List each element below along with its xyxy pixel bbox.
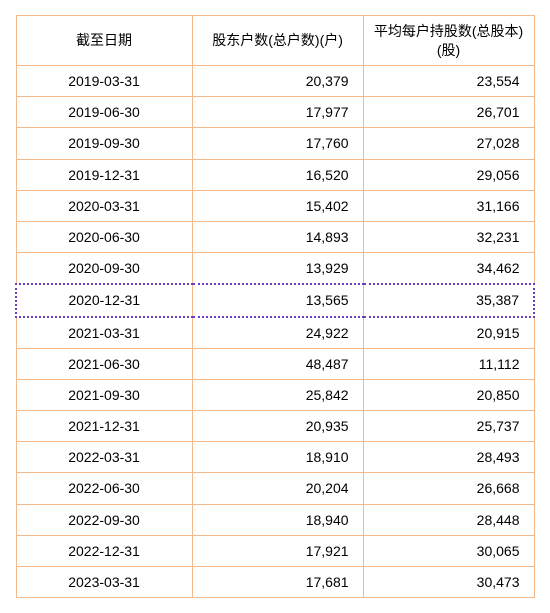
cell-holders: 16,520 xyxy=(192,159,363,190)
cell-holders: 17,760 xyxy=(192,128,363,159)
table-row: 2022-09-3018,94028,448 xyxy=(16,504,534,535)
cell-avg-shares: 35,387 xyxy=(363,284,534,316)
table-row: 2019-12-3116,52029,056 xyxy=(16,159,534,190)
cell-date: 2022-06-30 xyxy=(16,473,192,504)
cell-date: 2021-09-30 xyxy=(16,379,192,410)
table-body: 2019-03-3120,37923,5542019-06-3017,97726… xyxy=(16,66,534,598)
cell-avg-shares: 23,554 xyxy=(363,66,534,97)
cell-date: 2022-03-31 xyxy=(16,442,192,473)
cell-avg-shares: 32,231 xyxy=(363,221,534,252)
cell-holders: 20,204 xyxy=(192,473,363,504)
cell-avg-shares: 26,701 xyxy=(363,97,534,128)
cell-holders: 17,681 xyxy=(192,567,363,598)
cell-avg-shares: 28,448 xyxy=(363,504,534,535)
cell-date: 2021-12-31 xyxy=(16,411,192,442)
table-row: 2021-06-3048,48711,112 xyxy=(16,348,534,379)
cell-holders: 25,842 xyxy=(192,379,363,410)
col-header-holders: 股东户数(总户数)(户) xyxy=(192,16,363,66)
cell-holders: 48,487 xyxy=(192,348,363,379)
cell-avg-shares: 20,850 xyxy=(363,379,534,410)
cell-date: 2019-03-31 xyxy=(16,66,192,97)
cell-avg-shares: 20,915 xyxy=(363,317,534,349)
cell-avg-shares: 26,668 xyxy=(363,473,534,504)
col-header-date: 截至日期 xyxy=(16,16,192,66)
cell-holders: 18,940 xyxy=(192,504,363,535)
cell-date: 2020-09-30 xyxy=(16,253,192,285)
cell-holders: 20,935 xyxy=(192,411,363,442)
table-row: 2022-06-3020,20426,668 xyxy=(16,473,534,504)
cell-avg-shares: 11,112 xyxy=(363,348,534,379)
table-row: 2022-03-3118,91028,493 xyxy=(16,442,534,473)
cell-date: 2022-09-30 xyxy=(16,504,192,535)
table-row: 2020-03-3115,40231,166 xyxy=(16,190,534,221)
cell-date: 2019-06-30 xyxy=(16,97,192,128)
cell-avg-shares: 30,065 xyxy=(363,535,534,566)
cell-avg-shares: 27,028 xyxy=(363,128,534,159)
cell-holders: 24,922 xyxy=(192,317,363,349)
cell-holders: 18,910 xyxy=(192,442,363,473)
cell-avg-shares: 31,166 xyxy=(363,190,534,221)
table-row: 2020-06-3014,89332,231 xyxy=(16,221,534,252)
table-row: 2020-12-3113,56535,387 xyxy=(16,284,534,316)
cell-avg-shares: 28,493 xyxy=(363,442,534,473)
cell-holders: 17,977 xyxy=(192,97,363,128)
table-row: 2021-12-3120,93525,737 xyxy=(16,411,534,442)
table-row: 2021-09-3025,84220,850 xyxy=(16,379,534,410)
table-row: 2019-09-3017,76027,028 xyxy=(16,128,534,159)
cell-holders: 13,929 xyxy=(192,253,363,285)
shareholder-table: 截至日期 股东户数(总户数)(户) 平均每户持股数(总股本)(股) 2019-0… xyxy=(15,15,535,598)
cell-holders: 15,402 xyxy=(192,190,363,221)
col-header-avg-shares: 平均每户持股数(总股本)(股) xyxy=(363,16,534,66)
table-row: 2021-03-3124,92220,915 xyxy=(16,317,534,349)
cell-avg-shares: 29,056 xyxy=(363,159,534,190)
cell-avg-shares: 30,473 xyxy=(363,567,534,598)
cell-date: 2021-03-31 xyxy=(16,317,192,349)
cell-date: 2020-12-31 xyxy=(16,284,192,316)
cell-holders: 13,565 xyxy=(192,284,363,316)
table-row: 2019-06-3017,97726,701 xyxy=(16,97,534,128)
cell-holders: 17,921 xyxy=(192,535,363,566)
cell-date: 2020-03-31 xyxy=(16,190,192,221)
table-row: 2023-03-3117,68130,473 xyxy=(16,567,534,598)
table-header: 截至日期 股东户数(总户数)(户) 平均每户持股数(总股本)(股) xyxy=(16,16,534,66)
cell-avg-shares: 34,462 xyxy=(363,253,534,285)
cell-date: 2019-09-30 xyxy=(16,128,192,159)
cell-date: 2019-12-31 xyxy=(16,159,192,190)
cell-date: 2020-06-30 xyxy=(16,221,192,252)
table-row: 2022-12-3117,92130,065 xyxy=(16,535,534,566)
cell-avg-shares: 25,737 xyxy=(363,411,534,442)
table-row: 2019-03-3120,37923,554 xyxy=(16,66,534,97)
cell-date: 2021-06-30 xyxy=(16,348,192,379)
table-row: 2020-09-3013,92934,462 xyxy=(16,253,534,285)
cell-date: 2023-03-31 xyxy=(16,567,192,598)
cell-date: 2022-12-31 xyxy=(16,535,192,566)
cell-holders: 20,379 xyxy=(192,66,363,97)
cell-holders: 14,893 xyxy=(192,221,363,252)
